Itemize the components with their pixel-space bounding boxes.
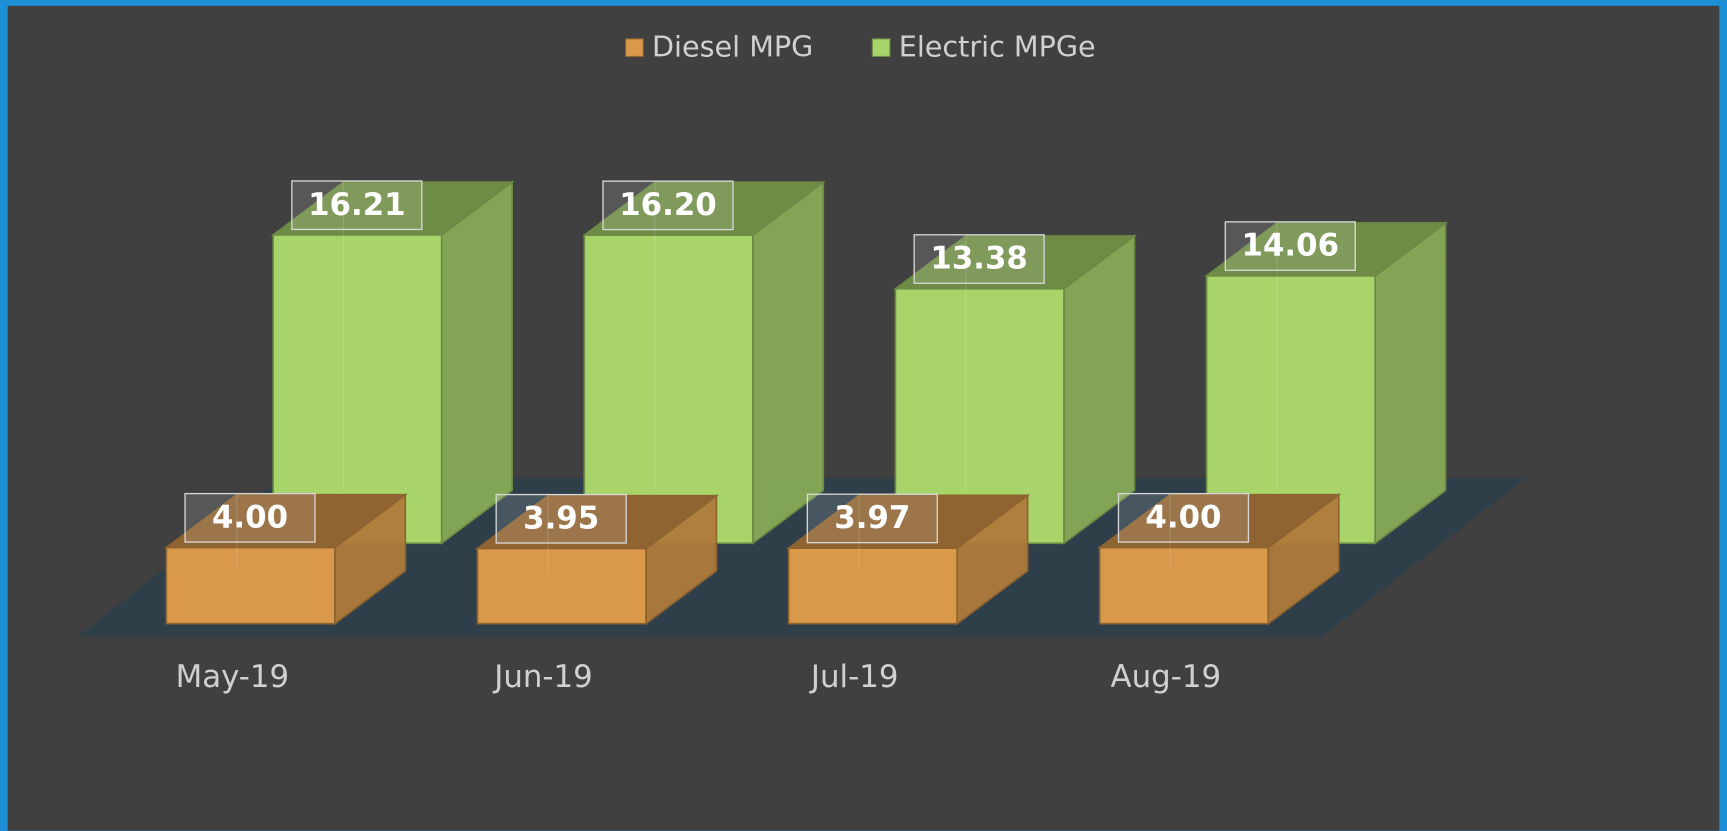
- x-tick-label: Jul-19: [809, 659, 899, 695]
- data-label-text: 4.00: [1145, 499, 1221, 535]
- data-label-box: [1117, 492, 1250, 543]
- legend-label: Electric MPGe: [899, 30, 1096, 64]
- data-label-box: [291, 180, 423, 231]
- bar-side: [1374, 221, 1447, 545]
- legend-swatch: [625, 38, 644, 57]
- bar: [270, 180, 515, 545]
- bar-side: [440, 180, 513, 545]
- x-tick-label: Jun-19: [492, 659, 593, 695]
- data-label-text: 3.95: [523, 500, 599, 536]
- data-label-box: [184, 492, 316, 543]
- x-tick-label: Aug-19: [1111, 659, 1222, 695]
- bar: [163, 493, 408, 626]
- data-label: 14.06: [1224, 221, 1356, 271]
- bar: [581, 180, 826, 545]
- data-label: 13.38: [913, 234, 1045, 284]
- bar: [1097, 493, 1342, 626]
- bar-front: [1098, 546, 1270, 625]
- bar-front: [583, 234, 754, 545]
- data-label-box: [913, 234, 1045, 284]
- data-label: 3.95: [495, 493, 627, 544]
- data-label-box: [495, 493, 627, 544]
- data-label-box: [1224, 221, 1356, 271]
- bar-side: [751, 180, 825, 545]
- data-label-text: 4.00: [212, 499, 288, 535]
- data-label-text: 13.38: [930, 241, 1028, 277]
- data-label-text: 14.06: [1242, 228, 1340, 264]
- data-label: 16.21: [291, 180, 423, 231]
- x-tick-label: May-19: [176, 659, 290, 695]
- data-label-box: [602, 180, 734, 231]
- data-label: 16.20: [602, 180, 734, 231]
- bar-front: [272, 234, 443, 545]
- data-label-text: 16.21: [308, 187, 406, 223]
- bar-front: [476, 547, 647, 625]
- legend-swatch: [871, 38, 891, 57]
- bar: [786, 493, 1031, 626]
- data-label-box: [806, 493, 938, 544]
- bar-front: [787, 547, 958, 625]
- bar: [474, 494, 719, 626]
- legend-label: Diesel MPG: [652, 30, 813, 64]
- data-label: 4.00: [184, 492, 316, 543]
- data-label: 3.97: [806, 493, 938, 544]
- data-label: 4.00: [1117, 492, 1250, 543]
- bar-front: [165, 546, 336, 625]
- chart-area: [7, 5, 1720, 831]
- data-label-text: 16.20: [619, 187, 717, 223]
- data-label-text: 3.97: [834, 500, 910, 536]
